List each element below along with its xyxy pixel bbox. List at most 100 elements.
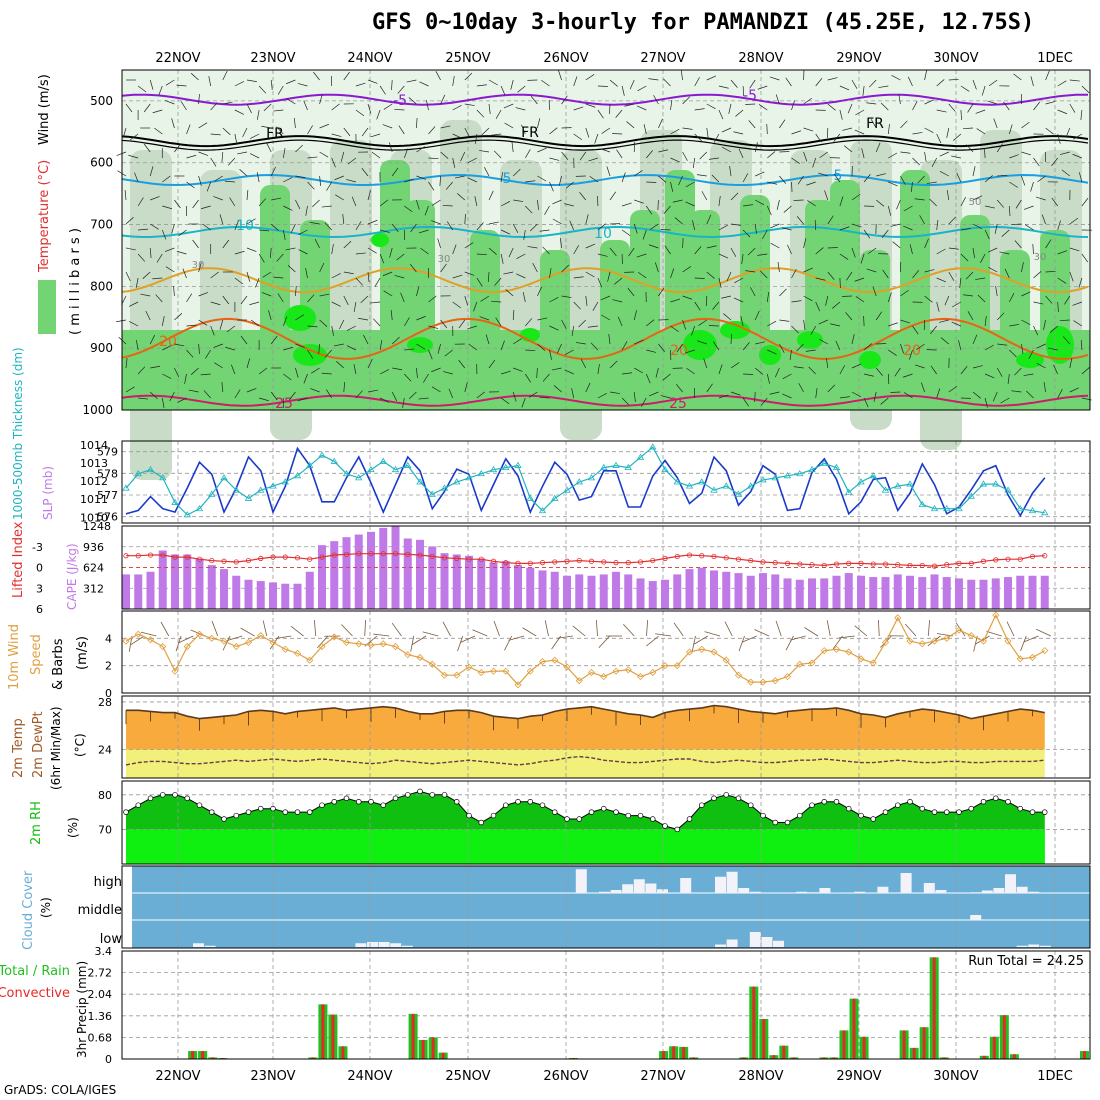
wind-barb (186, 324, 197, 327)
wind-barb (331, 103, 340, 111)
wind-barb (648, 78, 659, 81)
wind-barb (682, 266, 692, 273)
wind-barb (373, 633, 390, 637)
rh2m-point (233, 812, 240, 819)
lifted-index-point (441, 555, 448, 561)
wind-barb (646, 349, 657, 353)
wind-barb (692, 157, 696, 168)
wind-barb (192, 199, 199, 209)
wind-barb (741, 253, 744, 264)
wind-barb (796, 216, 804, 225)
wind-barb (116, 151, 127, 156)
wind-barb (880, 397, 889, 405)
wind-barb (539, 396, 550, 399)
wind-barb (361, 127, 369, 137)
wind-barb (266, 142, 272, 153)
lifted-index-point (1042, 553, 1048, 559)
lifted-index-point (699, 553, 705, 559)
contour-label: 25 (669, 396, 687, 412)
wind-barb (670, 128, 680, 135)
wind-barb (242, 127, 248, 138)
lifted-index-point (809, 562, 815, 568)
wind-barb (503, 103, 514, 109)
wind-barb (757, 253, 768, 256)
thickness-point (1016, 504, 1024, 512)
wind-barb (694, 246, 702, 255)
wind-barb (924, 99, 934, 105)
cape-tick-label: 936 (83, 541, 104, 554)
lifted-index-point (674, 553, 680, 560)
wind-barb (892, 241, 901, 249)
wind-barb (549, 296, 559, 303)
wind-barb (488, 247, 497, 255)
wind-barb (1033, 101, 1040, 111)
wind-barb (1080, 109, 1083, 120)
wind-barb (173, 286, 175, 297)
wind-barb (699, 151, 708, 160)
cloud-axis-label-a: Cloud Cover (21, 870, 36, 950)
wind-barb (907, 76, 913, 87)
pressure-tick-label: 900 (90, 341, 113, 355)
wind-barb (1060, 151, 1070, 155)
wind-barb (600, 295, 611, 301)
wind-speed-point (355, 640, 363, 648)
wind-barb (706, 103, 716, 110)
wind-barb (464, 295, 469, 306)
wind-barb (178, 635, 194, 644)
thickness-point (783, 472, 792, 479)
precip-convective-bar (852, 998, 856, 1059)
wind-barb (762, 229, 768, 239)
wind-barb (898, 94, 901, 105)
wind-barb (428, 157, 439, 160)
precip-tick-label: 1.36 (88, 1010, 113, 1023)
wind-barb (246, 388, 257, 393)
rh2m-point (319, 802, 325, 808)
cloud-high-bar (981, 890, 993, 893)
wind-barb (205, 349, 211, 359)
rh2m-point (135, 802, 142, 808)
wind-barb (606, 166, 611, 177)
wind-barb (165, 79, 175, 86)
wind-barb (691, 635, 696, 652)
wind-barb (654, 262, 659, 273)
wind-barb (1061, 169, 1071, 177)
wind-barb (270, 223, 279, 231)
lifted-index-tick-label: -3 (32, 541, 43, 554)
wind-barb (452, 274, 463, 279)
wind-barb (234, 250, 245, 255)
wind-barb (730, 247, 737, 257)
cloud-low-bar (390, 943, 402, 947)
cape-bar (403, 538, 412, 609)
rh2m-point (1005, 798, 1011, 805)
cape-bar (269, 582, 277, 609)
wind-barb (713, 341, 720, 351)
wind-barb (980, 253, 986, 263)
wind-barb (931, 157, 938, 167)
wind-barb (851, 363, 862, 369)
wind-barb (637, 271, 647, 279)
rh2m-point (429, 792, 436, 798)
wind-barb (276, 126, 284, 135)
wind-barb (755, 171, 765, 177)
wind-barb (697, 340, 707, 345)
cape-bar (550, 571, 559, 609)
wind-barb (464, 271, 475, 276)
wind-barb (124, 190, 127, 201)
wind-barb (573, 106, 584, 111)
wind-barb (175, 635, 182, 652)
wind-barb (213, 196, 223, 201)
wind-barb (1003, 101, 1010, 111)
precip-convective-bar (662, 1051, 666, 1059)
cape-bar (587, 575, 596, 609)
wind-panel-frame (121, 610, 1091, 694)
wind-barb (910, 181, 913, 192)
wind-barb (258, 85, 267, 94)
wind-barb (297, 397, 308, 402)
contour-label: FR (866, 116, 884, 132)
cloud-high-bar (831, 892, 842, 893)
wind-barb (210, 325, 215, 336)
wind-barb (428, 349, 433, 360)
wind-barb (343, 271, 354, 275)
wind-barb (319, 175, 321, 186)
wind-barb (955, 622, 966, 637)
